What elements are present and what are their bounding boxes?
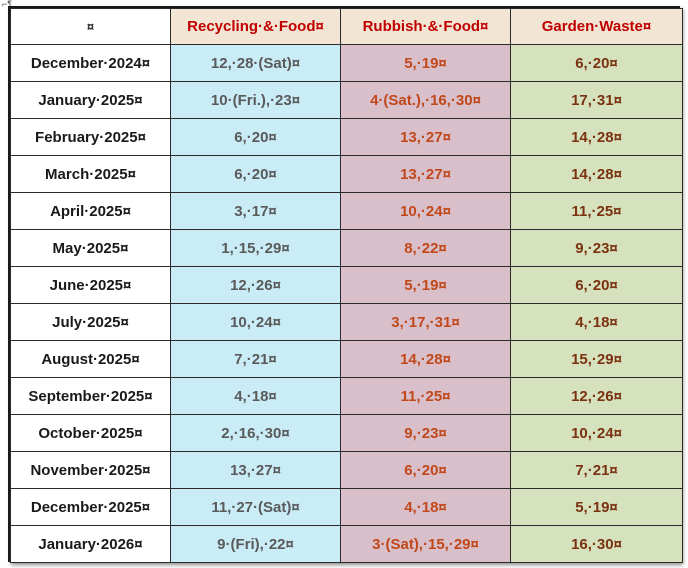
recycling-cell: 7,·21¤: [170, 340, 341, 378]
recycling-cell: 2,·16,·30¤: [170, 414, 341, 452]
table-row: November·2025¤ 13,·27¤ 6,·20¤ 7,·21¤: [10, 451, 683, 489]
table-row: February·2025¤ 6,·20¤ 13,·27¤ 14,·28¤: [10, 118, 683, 156]
rubbish-cell: 14,·28¤: [340, 340, 511, 378]
month-cell: February·2025¤: [10, 118, 171, 156]
recycling-cell: 1,·15,·29¤: [170, 229, 341, 267]
month-cell: April·2025¤: [10, 192, 171, 230]
header-garden: Garden·Waste¤: [510, 8, 683, 45]
month-cell: January·2025¤: [10, 81, 171, 119]
header-rubbish: Rubbish·&·Food¤: [340, 8, 511, 45]
garden-cell: 16,·30¤: [510, 525, 683, 563]
rubbish-cell: 4,·18¤: [340, 488, 511, 526]
garden-cell: 4,·18¤: [510, 303, 683, 341]
month-cell: July·2025¤: [10, 303, 171, 341]
month-cell: October·2025¤: [10, 414, 171, 452]
rubbish-cell: 3,·17,·31¤: [340, 303, 511, 341]
table-row: January·2026¤ 9·(Fri),·22¤ 3·(Sat),·15,·29…: [10, 525, 683, 563]
table-row: January·2025¤ 10·(Fri.),·23¤ 4·(Sat.),·16,…: [10, 81, 683, 119]
garden-cell: 10,·24¤: [510, 414, 683, 452]
rubbish-cell: 5,·19¤: [340, 266, 511, 304]
garden-cell: 6,·20¤: [510, 266, 683, 304]
table-row: July·2025¤ 10,·24¤ 3,·17,·31¤ 4,·18¤: [10, 303, 683, 341]
garden-cell: 12,·26¤: [510, 377, 683, 415]
rubbish-cell: 10,·24¤: [340, 192, 511, 230]
rubbish-cell: 3·(Sat),·15,·29¤: [340, 525, 511, 563]
recycling-cell: 9·(Fri),·22¤: [170, 525, 341, 563]
recycling-cell: 10·(Fri.),·23¤: [170, 81, 341, 119]
schedule-body: December·2024¤ 12,·28·(Sat)¤ 5,·19¤ 6,·20¤ J…: [10, 44, 683, 563]
table-row: June·2025¤ 12,·26¤ 5,·19¤ 6,·20¤: [10, 266, 683, 304]
garden-cell: 14,·28¤: [510, 118, 683, 156]
rubbish-cell: 8,·22¤: [340, 229, 511, 267]
rubbish-cell: 6,·20¤: [340, 451, 511, 489]
garden-cell: 11,·25¤: [510, 192, 683, 230]
recycling-cell: 3,·17¤: [170, 192, 341, 230]
header-row: ¤ Recycling·&·Food¤ Rubbish·&·Food¤ Gard…: [10, 8, 683, 45]
month-cell: September·2025¤: [10, 377, 171, 415]
month-cell: June·2025¤: [10, 266, 171, 304]
month-cell: January·2026¤: [10, 525, 171, 563]
recycling-cell: 12,·28·(Sat)¤: [170, 44, 341, 82]
garden-cell: 7,·21¤: [510, 451, 683, 489]
recycling-cell: 6,·20¤: [170, 155, 341, 193]
rubbish-cell: 5,·19¤: [340, 44, 511, 82]
month-cell: December·2024¤: [10, 44, 171, 82]
collection-schedule-table-frame: ¤ Recycling·&·Food¤ Rubbish·&·Food¤ Gard…: [8, 6, 683, 563]
recycling-cell: 11,·27·(Sat)¤: [170, 488, 341, 526]
garden-cell: 5,·19¤: [510, 488, 683, 526]
garden-cell: 14,·28¤: [510, 155, 683, 193]
rubbish-cell: 11,·25¤: [340, 377, 511, 415]
month-cell: May·2025¤: [10, 229, 171, 267]
header-recycling: Recycling·&·Food¤: [170, 8, 341, 45]
recycling-cell: 10,·24¤: [170, 303, 341, 341]
table-row: December·2024¤ 12,·28·(Sat)¤ 5,·19¤ 6,·20¤: [10, 44, 683, 82]
rubbish-cell: 9,·23¤: [340, 414, 511, 452]
collection-schedule-table: ¤ Recycling·&·Food¤ Rubbish·&·Food¤ Gard…: [10, 8, 683, 563]
rubbish-cell: 4·(Sat.),·16,·30¤: [340, 81, 511, 119]
paragraph-mark: ⌐¶: [2, 0, 13, 9]
garden-cell: 9,·23¤: [510, 229, 683, 267]
table-row: May·2025¤ 1,·15,·29¤ 8,·22¤ 9,·23¤: [10, 229, 683, 267]
table-row: December·2025¤ 11,·27·(Sat)¤ 4,·18¤ 5,·19¤: [10, 488, 683, 526]
recycling-cell: 13,·27¤: [170, 451, 341, 489]
rubbish-cell: 13,·27¤: [340, 155, 511, 193]
month-cell: August·2025¤: [10, 340, 171, 378]
month-cell: November·2025¤: [10, 451, 171, 489]
rubbish-cell: 13,·27¤: [340, 118, 511, 156]
header-corner-cell: ¤: [10, 8, 171, 45]
table-row: October·2025¤ 2,·16,·30¤ 9,·23¤ 10,·24¤: [10, 414, 683, 452]
recycling-cell: 4,·18¤: [170, 377, 341, 415]
table-row: September·2025¤ 4,·18¤ 11,·25¤ 12,·26¤: [10, 377, 683, 415]
garden-cell: 15,·29¤: [510, 340, 683, 378]
recycling-cell: 6,·20¤: [170, 118, 341, 156]
month-cell: December·2025¤: [10, 488, 171, 526]
table-row: August·2025¤ 7,·21¤ 14,·28¤ 15,·29¤: [10, 340, 683, 378]
table-row: March·2025¤ 6,·20¤ 13,·27¤ 14,·28¤: [10, 155, 683, 193]
month-cell: March·2025¤: [10, 155, 171, 193]
garden-cell: 6,·20¤: [510, 44, 683, 82]
garden-cell: 17,·31¤: [510, 81, 683, 119]
table-row: April·2025¤ 3,·17¤ 10,·24¤ 11,·25¤: [10, 192, 683, 230]
recycling-cell: 12,·26¤: [170, 266, 341, 304]
